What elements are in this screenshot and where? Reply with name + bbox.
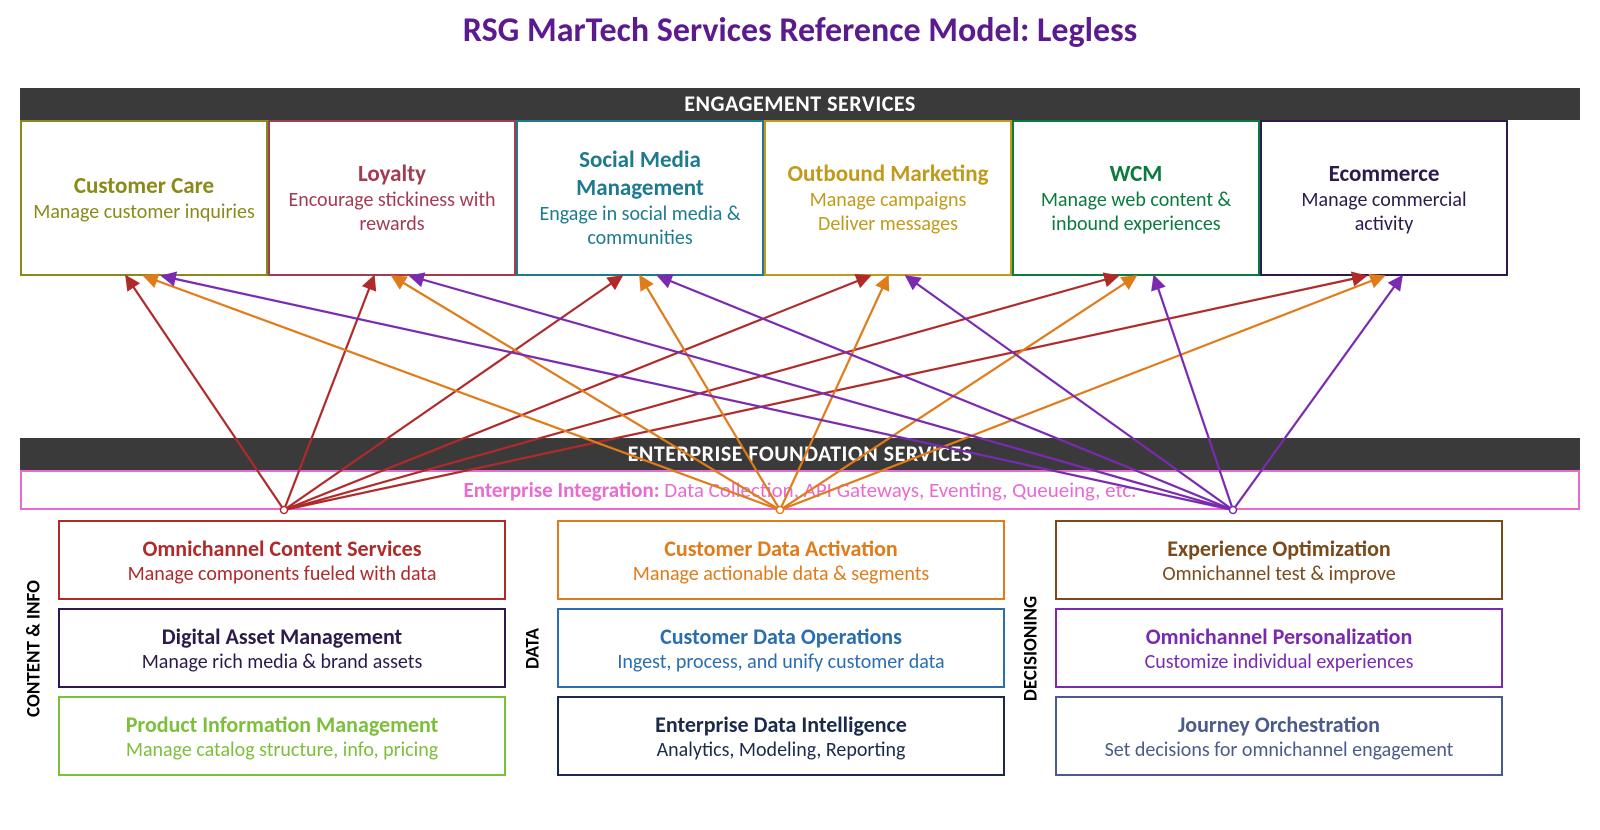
foundation-band-header: ENTERPRISE FOUNDATION SERVICES — [20, 438, 1580, 470]
engagement-band-header: ENGAGEMENT SERVICES — [20, 88, 1580, 120]
foundation-box: Enterprise Data IntelligenceAnalytics, M… — [557, 696, 1005, 776]
foundation-box-title: Customer Data Operations — [569, 623, 993, 650]
foundation-box-sub: Manage catalog structure, info, pricing — [70, 738, 494, 762]
foundation-box-title: Omnichannel Content Services — [70, 535, 494, 562]
engagement-box: Social Media ManagementEngage in social … — [516, 120, 764, 276]
foundation-box-title: Journey Orchestration — [1067, 711, 1491, 738]
engagement-box-sub: Engage in social media & communities — [528, 202, 752, 250]
foundation-box: Customer Data ActivationManage actionabl… — [557, 520, 1005, 600]
foundation-box-sub: Customize individual experiences — [1067, 650, 1491, 674]
foundation-box: Customer Data OperationsIngest, process,… — [557, 608, 1005, 688]
foundation-box-title: Experience Optimization — [1067, 535, 1491, 562]
engagement-box-sub: Manage campaigns Deliver messages — [776, 188, 1000, 236]
column-label: DATA — [522, 579, 545, 719]
integration-label: Enterprise Integration: — [464, 477, 660, 503]
integration-bar: Enterprise Integration: Data Collection,… — [20, 470, 1580, 510]
foundation-box-sub: Set decisions for omnichannel engagement — [1067, 738, 1491, 762]
engagement-box-title: Social Media Management — [528, 146, 752, 202]
engagement-box-sub: Manage customer inquiries — [32, 200, 256, 224]
foundation-box-sub: Manage rich media & brand assets — [70, 650, 494, 674]
foundation-box-title: Digital Asset Management — [70, 623, 494, 650]
engagement-box: WCMManage web content & inbound experien… — [1012, 120, 1260, 276]
column-label: DECISIONING — [1020, 579, 1043, 719]
foundation-box-sub: Omnichannel test & improve — [1067, 562, 1491, 586]
column-label: CONTENT & INFO — [23, 579, 46, 719]
engagement-box-title: Ecommerce — [1272, 160, 1496, 188]
engagement-box-sub: Manage commercial activity — [1272, 188, 1496, 236]
foundation-box: Experience OptimizationOmnichannel test … — [1055, 520, 1503, 600]
engagement-box-sub: Manage web content & inbound experiences — [1024, 188, 1248, 236]
engagement-box: LoyaltyEncourage stickiness with rewards — [268, 120, 516, 276]
foundation-box-title: Enterprise Data Intelligence — [569, 711, 993, 738]
engagement-box-title: WCM — [1024, 160, 1248, 188]
foundation-box-sub: Analytics, Modeling, Reporting — [569, 738, 993, 762]
foundation-box: Journey OrchestrationSet decisions for o… — [1055, 696, 1503, 776]
engagement-box: EcommerceManage commercial activity — [1260, 120, 1508, 276]
integration-text: Data Collection, API Gateways, Eventing,… — [660, 477, 1137, 503]
diagram-title: RSG MarTech Services Reference Model: Le… — [0, 10, 1600, 51]
engagement-box: Outbound MarketingManage campaigns Deliv… — [764, 120, 1012, 276]
engagement-box: Customer CareManage customer inquiries — [20, 120, 268, 276]
foundation-box-sub: Manage components fueled with data — [70, 562, 494, 586]
foundation-box-sub: Manage actionable data & segments — [569, 562, 993, 586]
foundation-box: Omnichannel Content ServicesManage compo… — [58, 520, 506, 600]
engagement-box-title: Customer Care — [32, 172, 256, 200]
engagement-box-title: Loyalty — [280, 160, 504, 188]
engagement-box-title: Outbound Marketing — [776, 160, 1000, 188]
foundation-box: Omnichannel PersonalizationCustomize ind… — [1055, 608, 1503, 688]
engagement-box-sub: Encourage stickiness with rewards — [280, 188, 504, 236]
foundation-box-title: Omnichannel Personalization — [1067, 623, 1491, 650]
foundation-box-title: Customer Data Activation — [569, 535, 993, 562]
foundation-box-sub: Ingest, process, and unify customer data — [569, 650, 993, 674]
foundation-box-title: Product Information Management — [70, 711, 494, 738]
foundation-box: Product Information ManagementManage cat… — [58, 696, 506, 776]
foundation-box: Digital Asset ManagementManage rich medi… — [58, 608, 506, 688]
